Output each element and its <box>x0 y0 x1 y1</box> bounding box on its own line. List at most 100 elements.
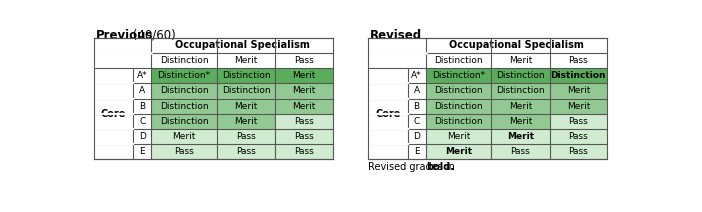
Bar <box>491 68 550 83</box>
Bar <box>425 68 491 83</box>
Bar <box>275 114 333 129</box>
Bar <box>491 99 550 114</box>
Bar <box>369 38 607 159</box>
Text: Pass: Pass <box>294 117 314 126</box>
Text: Core: Core <box>376 109 401 119</box>
Text: Occupational Specialism: Occupational Specialism <box>175 40 310 50</box>
Text: Distinction: Distinction <box>222 71 270 80</box>
Text: Pass: Pass <box>294 56 314 65</box>
Text: Distinction*: Distinction* <box>432 71 485 80</box>
Bar <box>408 68 425 83</box>
Text: D: D <box>139 132 146 141</box>
Bar <box>133 83 151 99</box>
Bar <box>217 83 275 99</box>
Text: Merit: Merit <box>292 102 316 111</box>
Text: A*: A* <box>137 71 147 80</box>
Text: Pass: Pass <box>569 117 588 126</box>
Bar <box>408 129 425 144</box>
Text: Merit: Merit <box>234 117 258 126</box>
Bar <box>217 129 275 144</box>
Text: Occupational Specialism: Occupational Specialism <box>449 40 584 50</box>
Bar <box>491 83 550 99</box>
Text: Merit: Merit <box>567 86 590 95</box>
Text: B: B <box>139 102 145 111</box>
Bar <box>491 114 550 129</box>
Text: Distinction: Distinction <box>496 86 545 95</box>
Text: Merit: Merit <box>567 102 590 111</box>
Bar <box>491 144 550 159</box>
Text: Distinction: Distinction <box>160 117 208 126</box>
Bar <box>425 83 491 99</box>
Bar <box>217 144 275 159</box>
Text: C: C <box>413 117 420 126</box>
Bar <box>550 129 607 144</box>
Text: Pass: Pass <box>569 147 588 156</box>
Bar <box>275 144 333 159</box>
Bar <box>425 114 491 129</box>
Bar <box>217 99 275 114</box>
Text: Previous: Previous <box>95 29 153 42</box>
Text: Merit: Merit <box>234 56 258 65</box>
Text: Distinction: Distinction <box>160 102 208 111</box>
Text: Merit: Merit <box>173 132 196 141</box>
Text: Pass: Pass <box>510 147 530 156</box>
Text: Distinction: Distinction <box>496 71 545 80</box>
Text: Pass: Pass <box>569 56 588 65</box>
Text: Merit: Merit <box>292 86 316 95</box>
Bar <box>151 114 217 129</box>
Text: A: A <box>413 86 420 95</box>
Bar <box>408 83 425 99</box>
Text: Merit: Merit <box>509 117 532 126</box>
Bar <box>408 114 425 129</box>
Bar <box>151 99 217 114</box>
Text: Merit: Merit <box>292 71 316 80</box>
Text: Merit: Merit <box>445 147 472 156</box>
Bar <box>151 68 217 83</box>
Text: Merit: Merit <box>234 102 258 111</box>
Bar <box>550 144 607 159</box>
Text: Pass: Pass <box>237 132 256 141</box>
Bar <box>550 99 607 114</box>
Bar <box>94 38 333 159</box>
Bar <box>133 99 151 114</box>
Text: Core: Core <box>101 109 126 119</box>
Bar <box>408 144 425 159</box>
Bar <box>133 68 151 83</box>
Text: Pass: Pass <box>569 132 588 141</box>
Text: Distinction: Distinction <box>434 102 483 111</box>
Bar <box>151 129 217 144</box>
Text: A*: A* <box>411 71 422 80</box>
Text: Merit: Merit <box>509 102 532 111</box>
Text: A: A <box>139 86 145 95</box>
Text: Distinction*: Distinction* <box>157 71 211 80</box>
Bar <box>133 144 151 159</box>
Text: Merit: Merit <box>507 132 534 141</box>
Bar <box>408 99 425 114</box>
Bar <box>217 114 275 129</box>
Text: Pass: Pass <box>294 147 314 156</box>
Bar <box>133 129 151 144</box>
Bar <box>550 114 607 129</box>
Text: C: C <box>139 117 145 126</box>
Text: Revised: Revised <box>370 29 422 42</box>
Text: Distinction: Distinction <box>222 86 270 95</box>
Bar <box>425 144 491 159</box>
Bar <box>491 129 550 144</box>
Text: Distinction: Distinction <box>550 71 606 80</box>
Bar <box>275 83 333 99</box>
Text: B: B <box>413 102 420 111</box>
Bar <box>151 83 217 99</box>
Bar <box>275 129 333 144</box>
Text: Pass: Pass <box>237 147 256 156</box>
Text: E: E <box>413 147 420 156</box>
Text: Merit: Merit <box>446 132 470 141</box>
Bar <box>133 114 151 129</box>
Text: Merit: Merit <box>509 56 532 65</box>
Text: Distinction: Distinction <box>434 117 483 126</box>
Text: E: E <box>140 147 145 156</box>
Text: Distinction: Distinction <box>160 86 208 95</box>
Text: Distinction: Distinction <box>434 56 483 65</box>
Bar <box>151 144 217 159</box>
Bar <box>425 129 491 144</box>
Bar <box>425 99 491 114</box>
